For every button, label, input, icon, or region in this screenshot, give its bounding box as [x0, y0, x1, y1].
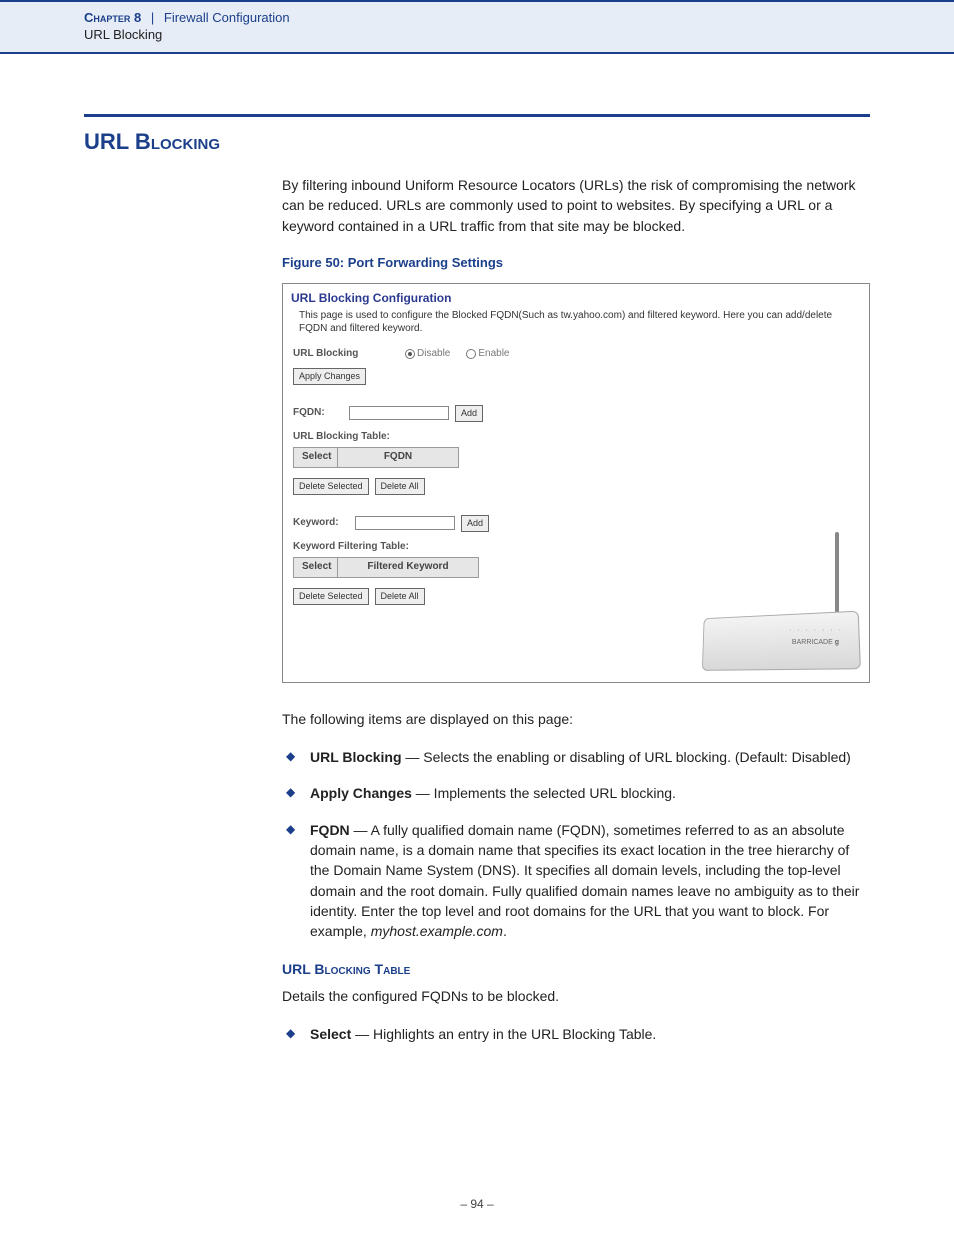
- router-device-illustration: · · · · · · · BARRICADE g: [677, 550, 857, 670]
- col-select-2: Select: [294, 558, 338, 577]
- radio-enable[interactable]: Enable: [466, 347, 509, 362]
- radio-disable-label: Disable: [417, 347, 450, 362]
- keyword-input[interactable]: [355, 516, 455, 530]
- header-separator: |: [145, 10, 160, 25]
- chapter-word: Chapter: [84, 10, 130, 25]
- ss-keyword-label: Keyword:: [293, 516, 349, 531]
- items-intro: The following items are displayed on thi…: [282, 709, 870, 729]
- subhead-d: able: [383, 961, 410, 977]
- apply-changes-button[interactable]: Apply Changes: [293, 368, 366, 385]
- delete-selected-button-1[interactable]: Delete Selected: [293, 478, 369, 495]
- subheading-url-blocking-table: URL Blocking Table: [282, 959, 870, 979]
- desc-fqdn-a: — A fully qualified domain name (FQDN), …: [310, 822, 859, 939]
- ss-url-delete-row: Delete Selected Delete All: [293, 478, 859, 495]
- fqdn-add-button[interactable]: Add: [455, 405, 483, 422]
- term-url-blocking: URL Blocking: [310, 749, 402, 765]
- ss-urlblocking-label: URL Blocking: [293, 347, 363, 362]
- section-title-b: locking: [151, 129, 220, 154]
- list-item: URL Blocking — Selects the enabling or d…: [282, 747, 870, 767]
- fqdn-example: myhost.example.com: [371, 923, 503, 939]
- desc-apply-changes: — Implements the selected URL blocking.: [412, 785, 676, 801]
- col-select: Select: [294, 448, 338, 467]
- delete-selected-button-2[interactable]: Delete Selected: [293, 588, 369, 605]
- page-header: Chapter 8 | Firewall Configuration URL B…: [0, 0, 954, 54]
- header-section: URL Blocking: [84, 27, 954, 42]
- horizontal-rule: [84, 114, 870, 117]
- radio-dot-selected: [405, 349, 415, 359]
- subhead-b: locking: [325, 961, 371, 977]
- router-label: BARRICADE g: [792, 638, 839, 648]
- figure-caption: Figure 50: Port Forwarding Settings: [282, 254, 870, 273]
- url-table-label: URL Blocking Table:: [293, 430, 859, 445]
- ss-description: This page is used to configure the Block…: [283, 309, 869, 343]
- header-line-1: Chapter 8 | Firewall Configuration: [84, 10, 954, 25]
- content-area: URL Blocking By filtering inbound Unifor…: [0, 54, 954, 1044]
- items-list-2: Select — Highlights an entry in the URL …: [282, 1024, 870, 1044]
- fqdn-input[interactable]: [349, 406, 449, 420]
- radio-disable[interactable]: Disable: [405, 347, 450, 362]
- document-page: Chapter 8 | Firewall Configuration URL B…: [0, 0, 954, 1235]
- ss-fqdn-label: FQDN:: [293, 406, 343, 421]
- term-apply-changes: Apply Changes: [310, 785, 412, 801]
- ss-keyword-row: Keyword: Add: [293, 515, 859, 532]
- screenshot-figure: URL Blocking Configuration This page is …: [282, 283, 870, 683]
- ss-urlblocking-row: URL Blocking Disable Enable: [293, 347, 859, 362]
- desc-url-blocking: — Selects the enabling or disabling of U…: [402, 749, 851, 765]
- page-number: – 94 –: [0, 1197, 954, 1211]
- delete-all-button-1[interactable]: Delete All: [375, 478, 425, 495]
- col-filtered-keyword: Filtered Keyword: [338, 558, 478, 577]
- ss-fqdn-row: FQDN: Add: [293, 405, 859, 422]
- subhead-para: Details the configured FQDNs to be block…: [282, 986, 870, 1006]
- items-list: URL Blocking — Selects the enabling or d…: [282, 747, 870, 941]
- keyword-filtering-table: SelectFiltered Keyword: [293, 557, 479, 578]
- ss-title: URL Blocking Configuration: [283, 284, 869, 309]
- chapter-title: Firewall Configuration: [164, 10, 290, 25]
- keyword-add-button[interactable]: Add: [461, 515, 489, 532]
- col-fqdn: FQDN: [338, 448, 458, 467]
- desc-select: — Highlights an entry in the URL Blockin…: [351, 1026, 656, 1042]
- router-leds: · · · · · · ·: [789, 626, 843, 636]
- desc-fqdn-b: .: [503, 923, 507, 939]
- section-title-a: URL B: [84, 129, 151, 154]
- subhead-c: T: [371, 961, 383, 977]
- term-fqdn: FQDN: [310, 822, 350, 838]
- radio-enable-label: Enable: [478, 347, 509, 362]
- term-select: Select: [310, 1026, 351, 1042]
- router-antenna: [835, 532, 839, 618]
- list-item: Apply Changes — Implements the selected …: [282, 783, 870, 803]
- chapter-number: 8: [134, 10, 141, 25]
- subhead-a: URL B: [282, 961, 325, 977]
- ss-apply-row: Apply Changes: [293, 368, 859, 385]
- list-item: Select — Highlights an entry in the URL …: [282, 1024, 870, 1044]
- section-title: URL Blocking: [84, 129, 870, 155]
- radio-dot: [466, 349, 476, 359]
- list-item: FQDN — A fully qualified domain name (FQ…: [282, 820, 870, 942]
- delete-all-button-2[interactable]: Delete All: [375, 588, 425, 605]
- url-blocking-table: SelectFQDN: [293, 447, 459, 468]
- body-column: By filtering inbound Uniform Resource Lo…: [282, 175, 870, 1044]
- intro-paragraph: By filtering inbound Uniform Resource Lo…: [282, 175, 870, 236]
